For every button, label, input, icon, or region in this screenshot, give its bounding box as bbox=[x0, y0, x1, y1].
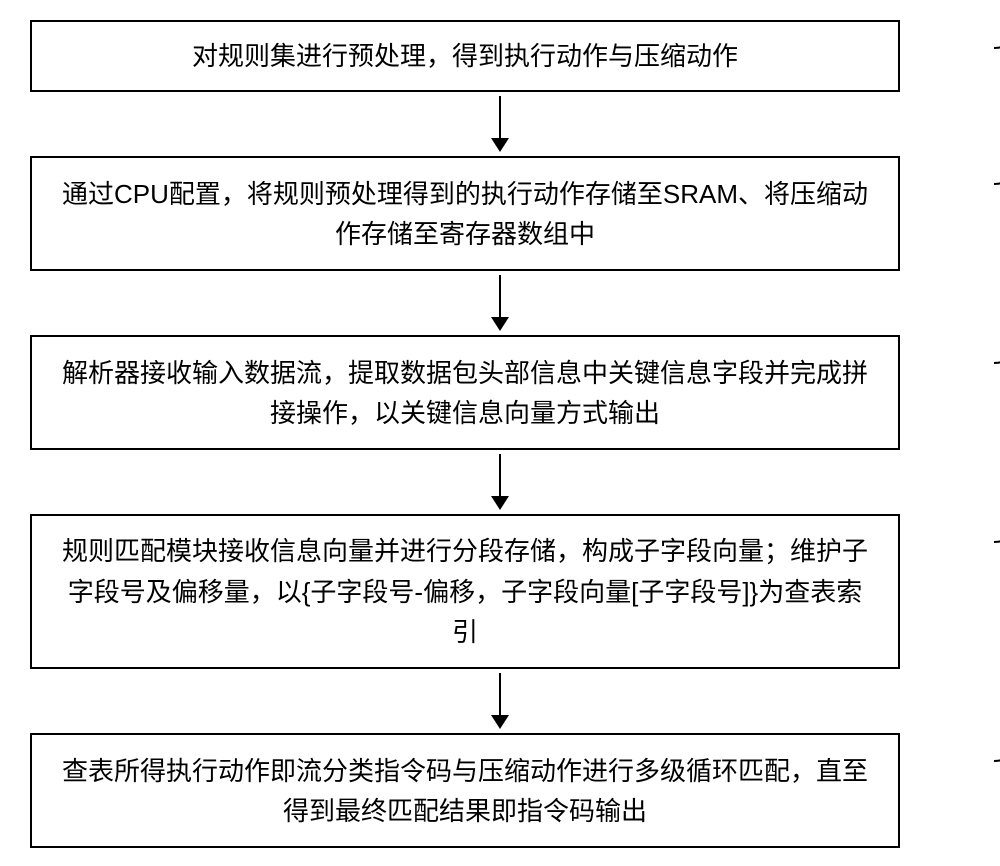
step-box-3: 解析器接收输入数据流，提取数据包头部信息中关键信息字段并完成拼接操作，以关键信息… bbox=[30, 335, 900, 450]
arrow-container-4 bbox=[65, 669, 935, 733]
step-text-2: 通过CPU配置，将规则预处理得到的执行动作存储至SRAM、将压缩动作存储至寄存器… bbox=[60, 174, 870, 255]
arrow-head-2 bbox=[491, 317, 509, 331]
label-curve-5: S105 bbox=[994, 733, 1000, 768]
arrow-head-1 bbox=[491, 138, 509, 152]
step-wrapper-4: 规则匹配模块接收信息向量并进行分段存储，构成子字段向量；维护子字段号及偏移量，以… bbox=[30, 514, 970, 669]
arrow-3 bbox=[491, 454, 509, 510]
arrow-container-2 bbox=[65, 271, 935, 335]
flowchart-container: 对规则集进行预处理，得到执行动作与压缩动作 S101 通过CPU配置，将规则预处… bbox=[30, 20, 970, 848]
step-wrapper-3: 解析器接收输入数据流，提取数据包头部信息中关键信息字段并完成拼接操作，以关键信息… bbox=[30, 335, 970, 450]
arrow-2 bbox=[491, 275, 509, 331]
step-wrapper-5: 查表所得执行动作即流分类指令码与压缩动作进行多级循环匹配，直至得到最终匹配结果即… bbox=[30, 733, 970, 848]
step-box-2: 通过CPU配置，将规则预处理得到的执行动作存储至SRAM、将压缩动作存储至寄存器… bbox=[30, 156, 900, 271]
step-box-1: 对规则集进行预处理，得到执行动作与压缩动作 bbox=[30, 20, 900, 92]
step-box-4: 规则匹配模块接收信息向量并进行分段存储，构成子字段向量；维护子字段号及偏移量，以… bbox=[30, 514, 900, 669]
arrow-head-4 bbox=[491, 715, 509, 729]
step-text-4: 规则匹配模块接收信息向量并进行分段存储，构成子字段向量；维护子字段号及偏移量，以… bbox=[60, 531, 870, 652]
arrow-line-4 bbox=[499, 673, 501, 715]
step-box-5: 查表所得执行动作即流分类指令码与压缩动作进行多级循环匹配，直至得到最终匹配结果即… bbox=[30, 733, 900, 848]
step-text-3: 解析器接收输入数据流，提取数据包头部信息中关键信息字段并完成拼接操作，以关键信息… bbox=[60, 353, 870, 434]
arrow-head-3 bbox=[491, 496, 509, 510]
label-curve-1: S101 bbox=[994, 20, 1000, 55]
arrow-line-1 bbox=[499, 96, 501, 138]
arrow-4 bbox=[491, 673, 509, 729]
arrow-line-2 bbox=[499, 275, 501, 317]
label-curve-2: S102 bbox=[994, 156, 1000, 191]
step-text-1: 对规则集进行预处理，得到执行动作与压缩动作 bbox=[192, 36, 738, 76]
step-text-5: 查表所得执行动作即流分类指令码与压缩动作进行多级循环匹配，直至得到最终匹配结果即… bbox=[60, 751, 870, 832]
label-curve-4: S104 bbox=[994, 514, 1000, 549]
arrow-container-1 bbox=[65, 92, 935, 156]
arrow-container-3 bbox=[65, 450, 935, 514]
arrow-1 bbox=[491, 96, 509, 152]
step-wrapper-2: 通过CPU配置，将规则预处理得到的执行动作存储至SRAM、将压缩动作存储至寄存器… bbox=[30, 156, 970, 271]
arrow-line-3 bbox=[499, 454, 501, 496]
step-wrapper-1: 对规则集进行预处理，得到执行动作与压缩动作 S101 bbox=[30, 20, 970, 92]
label-curve-3: S103 bbox=[994, 335, 1000, 370]
